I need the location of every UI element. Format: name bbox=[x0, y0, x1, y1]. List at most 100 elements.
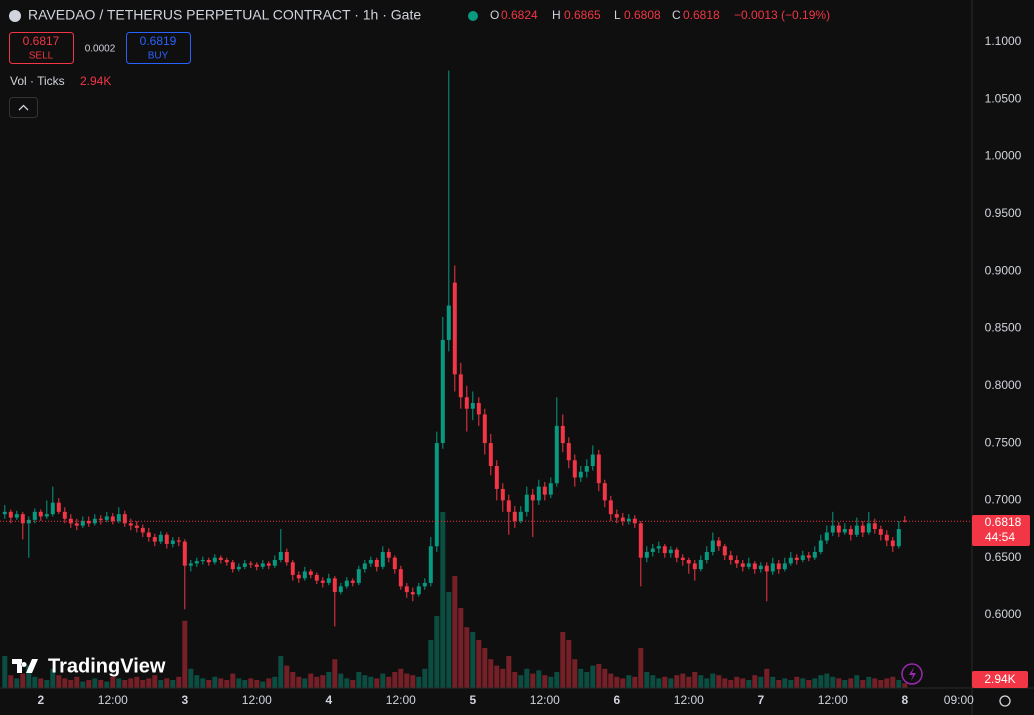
x-tick-label: 12:00 bbox=[674, 693, 704, 707]
candle-body bbox=[452, 282, 457, 375]
candle-body bbox=[356, 569, 361, 583]
candle-body bbox=[182, 541, 187, 566]
candle-body bbox=[896, 529, 901, 547]
candle-body bbox=[110, 516, 115, 522]
candle-body bbox=[674, 549, 679, 558]
volume-bar bbox=[392, 672, 398, 688]
volume-bar bbox=[374, 678, 380, 688]
volume-bar bbox=[836, 678, 842, 688]
volume-bar bbox=[404, 673, 410, 688]
brand-icon bbox=[12, 659, 38, 673]
sell-price: 0.6817 bbox=[23, 34, 60, 48]
candle-body bbox=[626, 518, 631, 522]
candle-body bbox=[824, 532, 829, 541]
volume-bar bbox=[722, 678, 728, 688]
volume-bar bbox=[512, 672, 518, 688]
volume-bar bbox=[152, 675, 158, 688]
volume-bar bbox=[572, 659, 578, 688]
candle-body bbox=[698, 559, 703, 570]
volume-bar bbox=[806, 680, 812, 688]
legend-value: 0.6808 bbox=[624, 8, 661, 22]
candle-body bbox=[218, 557, 223, 560]
volume-bar bbox=[620, 678, 626, 688]
candle-body bbox=[170, 540, 175, 544]
candle-body bbox=[758, 565, 763, 570]
candle-body bbox=[638, 523, 643, 558]
candle-body bbox=[734, 559, 739, 564]
volume-bar bbox=[164, 678, 170, 688]
volume-bar bbox=[902, 683, 908, 688]
candle-body bbox=[416, 586, 421, 595]
volume-bar bbox=[530, 673, 536, 688]
candle-body bbox=[722, 546, 727, 556]
candle-body bbox=[56, 502, 61, 512]
candle-body bbox=[572, 460, 577, 478]
volume-bar bbox=[554, 672, 560, 688]
collapse-icon bbox=[18, 104, 29, 111]
volume-bar bbox=[818, 675, 824, 688]
candle-body bbox=[2, 511, 7, 515]
settings-button[interactable] bbox=[999, 695, 1011, 707]
y-tick-label: 0.8500 bbox=[985, 321, 1022, 335]
legend-label: C bbox=[672, 8, 681, 22]
volume-bar bbox=[116, 678, 122, 688]
candle-body bbox=[386, 551, 391, 558]
candle-body bbox=[128, 523, 133, 526]
candle-body bbox=[188, 563, 193, 566]
volume-bar bbox=[308, 673, 314, 688]
volume-bar bbox=[626, 675, 632, 688]
candle-body bbox=[116, 514, 121, 522]
legend-value: 0.6865 bbox=[564, 8, 601, 22]
flash-button[interactable] bbox=[901, 663, 923, 685]
sell-box bbox=[9, 32, 74, 64]
legend-value: 0.6824 bbox=[501, 8, 538, 22]
candle-body bbox=[254, 564, 259, 567]
candle-body bbox=[380, 551, 385, 567]
candle-body bbox=[200, 559, 205, 562]
volume-bar bbox=[14, 678, 20, 688]
volume-bar bbox=[758, 676, 764, 688]
volume-bar bbox=[500, 668, 506, 688]
volume-bar bbox=[74, 676, 80, 688]
volume-bar bbox=[764, 668, 770, 688]
buy-button[interactable]: 0.6819 BUY bbox=[126, 32, 191, 64]
volume-bar bbox=[896, 680, 902, 688]
volume-bar bbox=[104, 681, 110, 688]
volume-bar bbox=[734, 676, 740, 688]
candle-body bbox=[158, 534, 163, 542]
candle-body bbox=[884, 534, 889, 541]
volume-bar bbox=[212, 676, 218, 688]
candle-body bbox=[248, 563, 253, 565]
volume-bar bbox=[476, 640, 482, 688]
volume-bar bbox=[656, 678, 662, 688]
volume-bar bbox=[158, 680, 164, 688]
volume-bar bbox=[62, 678, 68, 688]
candle-body bbox=[686, 559, 691, 564]
candle-body bbox=[26, 519, 31, 524]
candle-body bbox=[554, 425, 559, 484]
candle-body bbox=[902, 520, 907, 522]
collapse-button[interactable] bbox=[9, 97, 38, 118]
volume-bar bbox=[356, 672, 362, 688]
candle-body bbox=[764, 565, 769, 572]
last-price-box bbox=[972, 515, 1030, 546]
volume-bar bbox=[866, 676, 872, 688]
candle-body bbox=[302, 571, 307, 579]
last-volume-box bbox=[972, 671, 1028, 688]
x-tick-label: 12:00 bbox=[98, 693, 128, 707]
candle-body bbox=[38, 511, 43, 517]
candle-body bbox=[614, 514, 619, 518]
candle-body bbox=[782, 563, 787, 570]
candle-body bbox=[374, 559, 379, 567]
volume-bar bbox=[542, 675, 548, 688]
brand-name: TradingView bbox=[48, 655, 166, 677]
x-tick-label: 12:00 bbox=[530, 693, 560, 707]
candle-body bbox=[716, 540, 721, 547]
y-tick-label: 0.9000 bbox=[985, 263, 1022, 277]
volume-bar bbox=[98, 680, 104, 688]
x-tick-label: 3 bbox=[181, 693, 188, 707]
sell-button[interactable]: 0.6817 SELL bbox=[9, 32, 74, 64]
candle-body bbox=[296, 574, 301, 579]
volume-bar bbox=[350, 680, 356, 688]
